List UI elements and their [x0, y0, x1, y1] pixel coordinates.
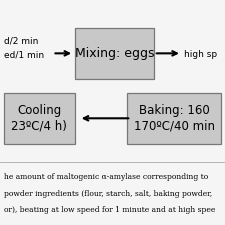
Bar — [128, 93, 221, 144]
Text: d/2 min: d/2 min — [4, 36, 38, 45]
Text: powder ingredients (flour, starch, salt, baking powder,: powder ingredients (flour, starch, salt,… — [4, 190, 212, 198]
Text: he amount of maltogenic α-amylase corresponding to: he amount of maltogenic α-amylase corres… — [4, 173, 208, 181]
Bar — [75, 28, 154, 79]
Text: Mixing: eggs: Mixing: eggs — [75, 47, 154, 60]
Bar — [4, 93, 75, 144]
Text: Baking: 160
170ºC/40 min: Baking: 160 170ºC/40 min — [134, 104, 215, 133]
Text: ed/1 min: ed/1 min — [4, 50, 44, 59]
Text: Cooling
23ºC/4 h): Cooling 23ºC/4 h) — [11, 104, 67, 133]
Text: or), beating at low speed for 1 minute and at high spee: or), beating at low speed for 1 minute a… — [4, 206, 215, 214]
Text: high sp: high sp — [184, 50, 217, 59]
